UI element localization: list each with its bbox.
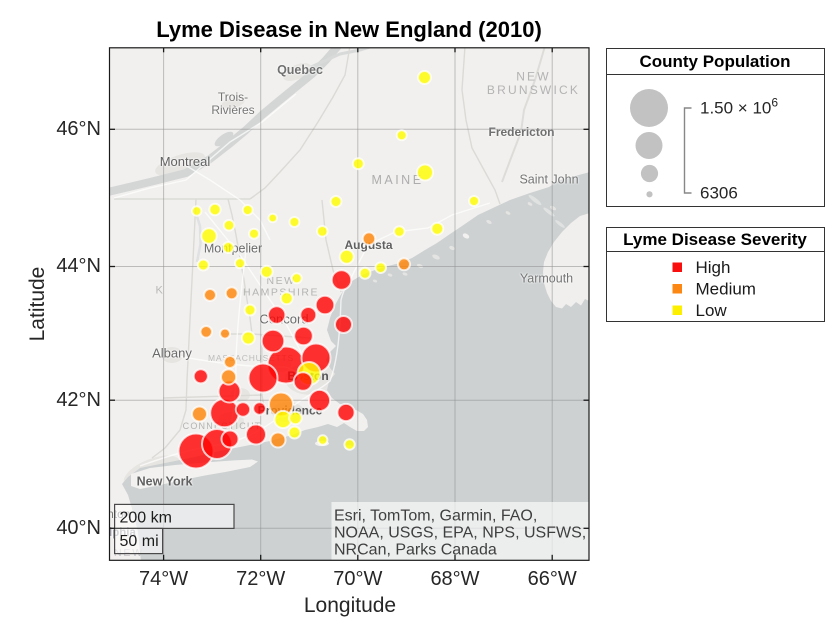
svg-text:High: High <box>695 258 730 277</box>
svg-text:NEW: NEW <box>267 275 296 287</box>
svg-text:NRCan, Parks Canada: NRCan, Parks Canada <box>334 541 497 558</box>
svg-text:Low: Low <box>695 301 727 320</box>
svg-text:6306: 6306 <box>700 183 738 202</box>
svg-text:Esri, TomTom, Garmin, FAO,: Esri, TomTom, Garmin, FAO, <box>334 507 537 524</box>
svg-text:Rivières: Rivières <box>211 103 254 117</box>
svg-text:NOAA, USGS, EPA, NPS, USFWS,: NOAA, USGS, EPA, NPS, USFWS, <box>334 524 586 541</box>
svg-text:MAINE: MAINE <box>371 173 423 187</box>
svg-text:BRUNSWICK: BRUNSWICK <box>487 83 580 97</box>
svg-text:Medium: Medium <box>695 279 755 298</box>
svg-text:K: K <box>156 285 165 297</box>
svg-text:Yarmouth: Yarmouth <box>520 272 573 286</box>
svg-text:200 km: 200 km <box>120 510 172 527</box>
svg-text:Albany: Albany <box>152 346 192 361</box>
svg-text:Fredericton: Fredericton <box>488 125 554 139</box>
svg-text:Saint John: Saint John <box>519 173 578 187</box>
svg-text:50 mi: 50 mi <box>120 533 159 550</box>
svg-text:New York: New York <box>137 475 193 489</box>
svg-text:NEW: NEW <box>516 70 551 84</box>
svg-text:1.50 × 106: 1.50 × 106 <box>700 95 778 117</box>
svg-text:Quebec: Quebec <box>277 63 323 77</box>
svg-text:HAMPSHIRE: HAMPSHIRE <box>243 287 319 299</box>
svg-text:Trois-: Trois- <box>218 90 248 104</box>
svg-text:Montreal: Montreal <box>160 154 211 169</box>
svg-text:MASSACHUSETTS: MASSACHUSETTS <box>208 353 294 363</box>
